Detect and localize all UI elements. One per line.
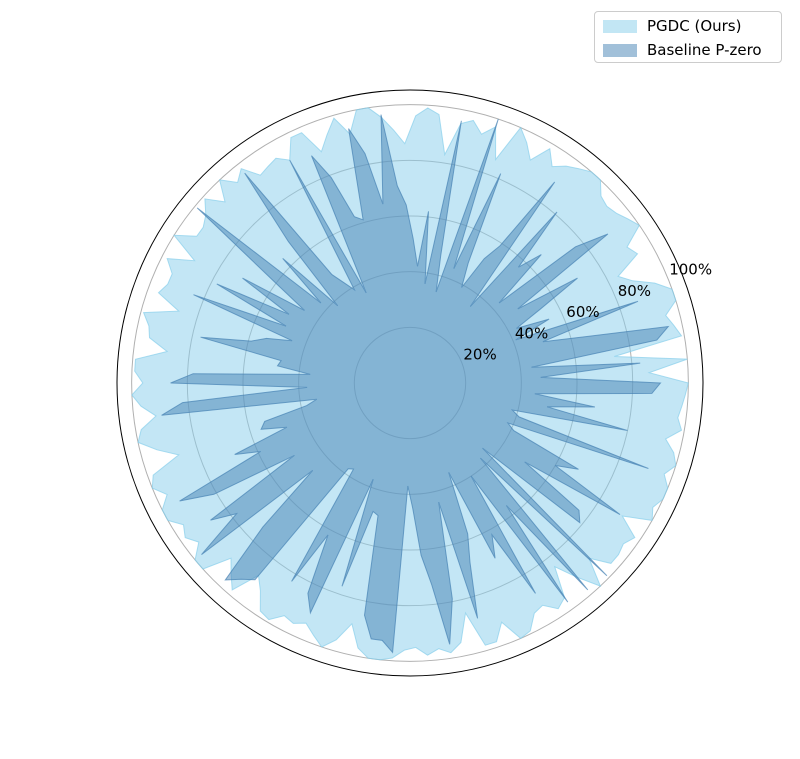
series-layer (131, 107, 689, 661)
legend-label-baseline: Baseline P-zero (647, 41, 762, 59)
legend-label-pgdc: PGDC (Ours) (647, 17, 742, 35)
legend: PGDC (Ours) Baseline P-zero (594, 11, 782, 63)
legend-item-baseline: Baseline P-zero (603, 40, 762, 60)
series-area-1 (161, 114, 670, 654)
r-tick-label-80: 80% (618, 282, 651, 300)
r-tick-label-20: 20% (463, 346, 496, 364)
r-tick-labels: 20% 40% 60% 80% 100% (463, 261, 712, 364)
legend-item-pgdc: PGDC (Ours) (603, 16, 741, 36)
r-tick-label-60: 60% (566, 303, 599, 321)
legend-swatch-baseline (603, 43, 637, 57)
legend-swatch-pgdc (603, 19, 637, 33)
polar-frame (116, 89, 704, 677)
r-tick-label-40: 40% (515, 324, 548, 342)
polar-outer-circle (116, 89, 704, 677)
r-tick-label-100: 100% (669, 261, 712, 279)
